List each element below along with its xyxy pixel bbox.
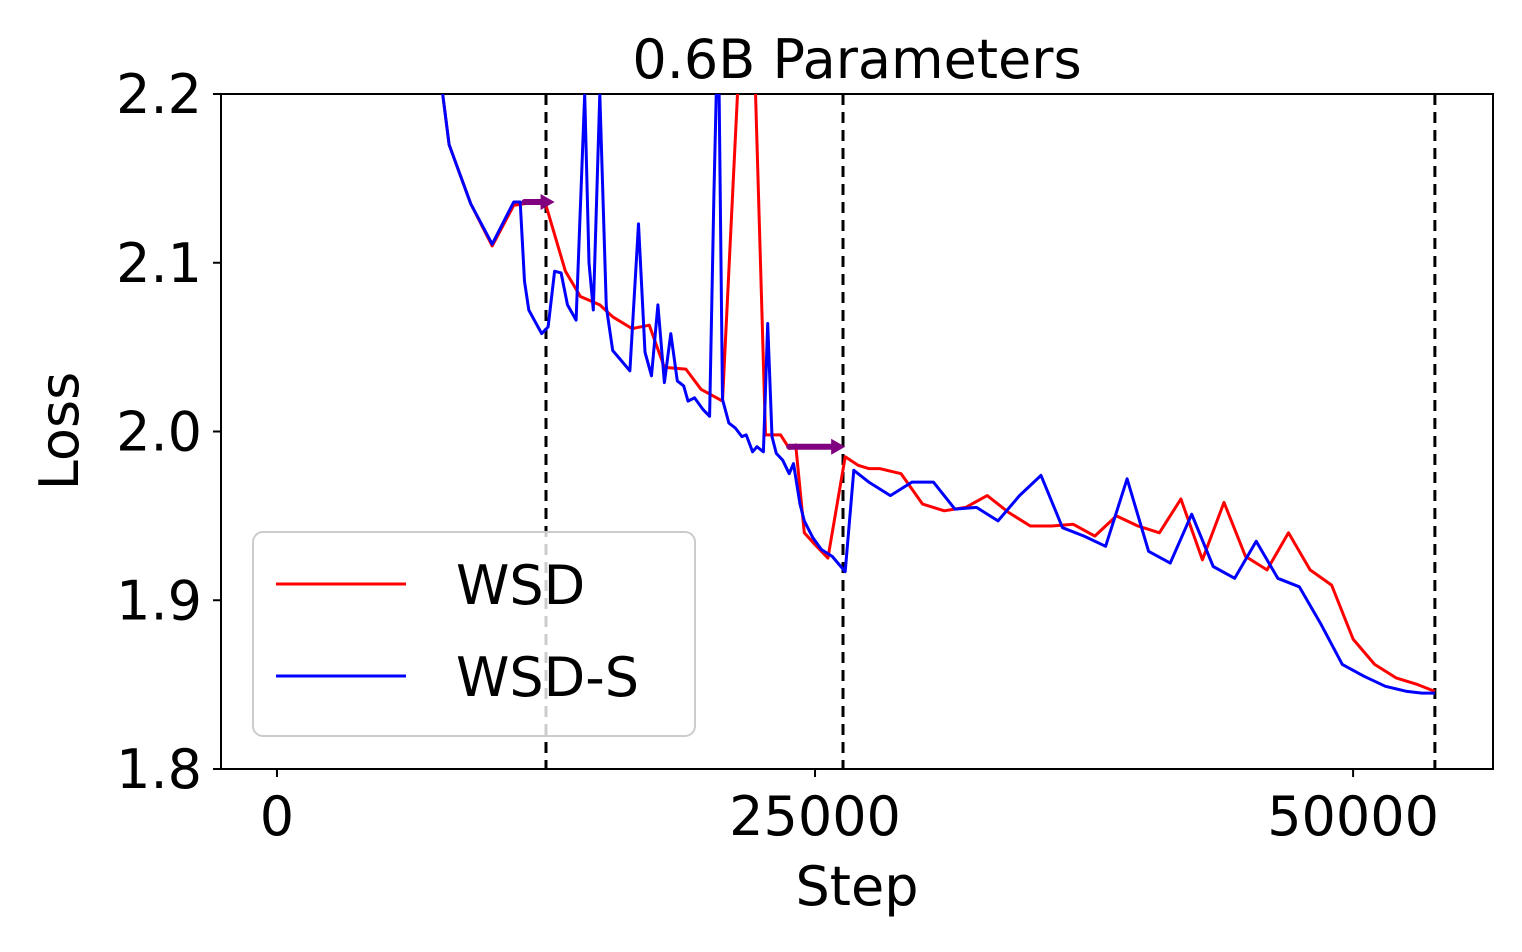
- x-tick-label: 50000: [1267, 785, 1439, 848]
- legend-label: WSD: [456, 554, 585, 617]
- arrow: [786, 438, 846, 455]
- y-tick-label: 1.9: [116, 569, 202, 632]
- series-line: [441, 94, 1436, 693]
- arrow: [521, 194, 555, 210]
- x-axis-label: Step: [796, 855, 919, 918]
- series-lines: [441, 94, 1436, 695]
- y-tick-label: 2.1: [116, 232, 202, 295]
- legend-items: WSD WSD-S: [276, 554, 639, 709]
- series-line: [441, 94, 1435, 695]
- x-axis-ticks: 0 25000 50000: [260, 769, 1439, 848]
- legend: WSD WSD-S: [252, 531, 696, 737]
- legend-label: WSD-S: [456, 646, 639, 709]
- arrow-head: [831, 438, 846, 455]
- y-tick-label: 2.2: [116, 63, 202, 126]
- chart-title: 0.6B Parameters: [632, 28, 1081, 91]
- y-axis-label: Loss: [28, 372, 91, 490]
- arrows: [521, 194, 846, 455]
- y-axis-ticks: 1.8 1.9 2.0 2.1 2.2: [116, 63, 221, 801]
- y-tick-label: 1.8: [116, 738, 202, 801]
- x-tick-label: 25000: [729, 785, 901, 848]
- y-tick-label: 2.0: [116, 401, 202, 464]
- arrow-head: [540, 194, 555, 210]
- x-tick-label: 0: [260, 785, 294, 848]
